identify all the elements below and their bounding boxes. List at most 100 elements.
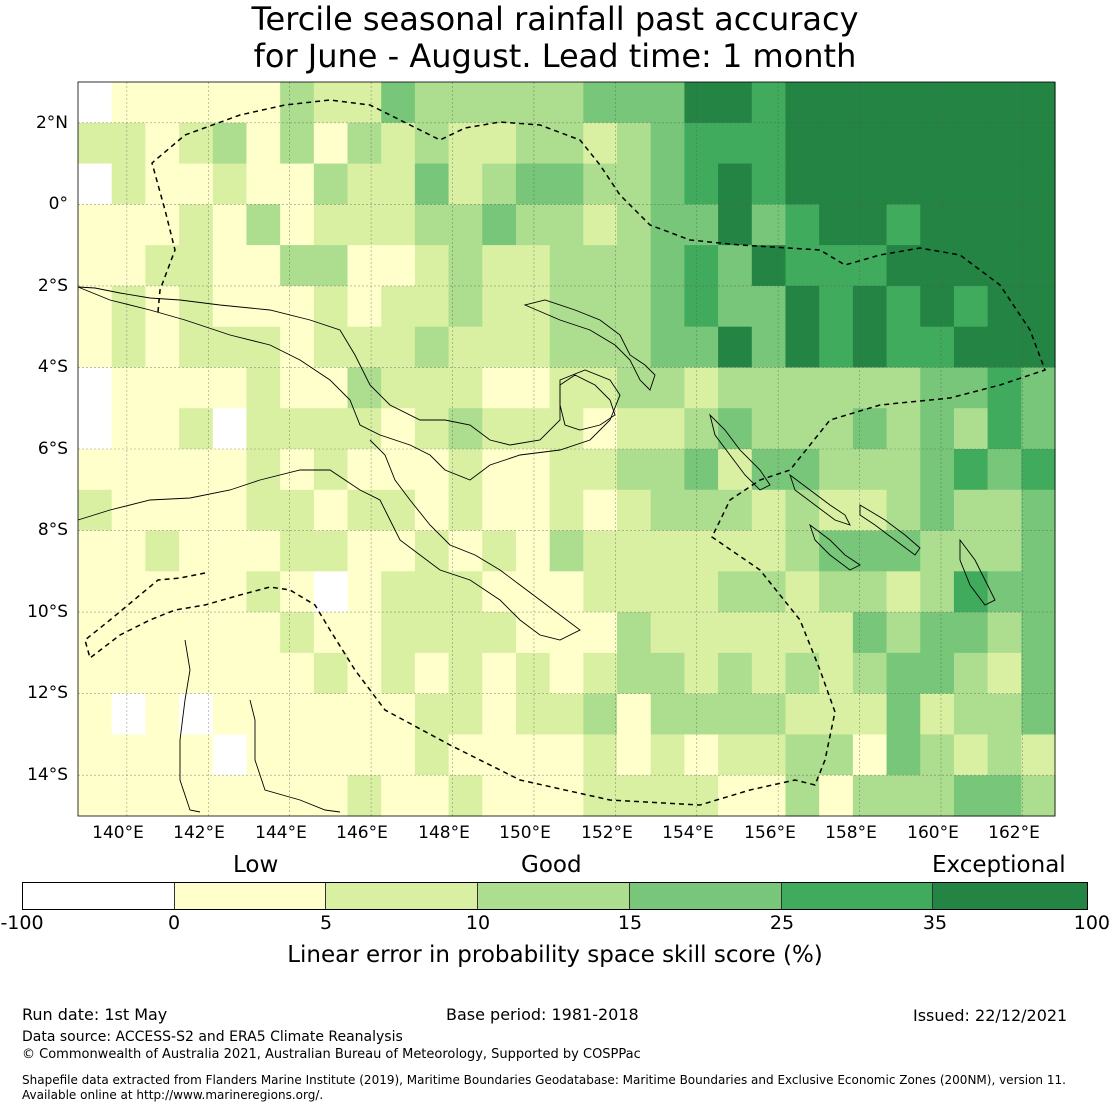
grid-cell — [953, 571, 989, 613]
grid-cell — [347, 693, 382, 736]
grid-cell — [583, 530, 618, 572]
grid-cell — [246, 693, 281, 736]
grid-cell — [785, 245, 820, 287]
grid-cell — [347, 245, 382, 287]
grid-cell — [718, 367, 753, 409]
grid-cell — [280, 285, 315, 328]
grid-cell — [549, 285, 584, 328]
grid-cell — [246, 245, 281, 287]
grid-cell — [179, 775, 214, 817]
grid-cell — [280, 367, 315, 409]
grid-cell — [785, 571, 820, 613]
grid-cell — [953, 82, 989, 124]
grid-cell — [78, 204, 113, 246]
grid-cell — [987, 693, 1022, 736]
grid-cell — [145, 163, 180, 205]
grid-cell — [78, 775, 113, 817]
grid-cell — [381, 326, 416, 369]
grid-cell — [515, 489, 551, 532]
grid-cell — [650, 285, 686, 328]
grid-cell — [785, 408, 820, 450]
grid-cell — [280, 326, 315, 369]
colorbar-tick-0: 0 — [167, 912, 181, 934]
grid-cell — [785, 82, 820, 124]
colorbar-segment-neg100-0 — [23, 883, 175, 909]
grid-cell — [347, 652, 382, 695]
grid-cell — [212, 285, 248, 328]
grid-cell — [381, 204, 416, 246]
grid-cell — [852, 775, 888, 817]
grid-cell — [347, 734, 382, 776]
grid-cell — [212, 652, 248, 695]
grid-cell — [819, 163, 854, 205]
grid-cell — [718, 612, 753, 654]
grid-cell — [313, 571, 349, 613]
grid-cell — [886, 245, 921, 287]
grid-cell — [280, 612, 315, 654]
grid-cell — [617, 408, 652, 450]
grid-cell — [482, 204, 517, 246]
grid-cell — [78, 285, 113, 328]
grid-cell — [953, 326, 989, 369]
grid-cell — [684, 530, 719, 572]
grid-cell — [1021, 326, 1056, 369]
colorbar-label: Linear error in probability space skill … — [287, 942, 823, 968]
grid-cell — [920, 408, 955, 450]
grid-cell — [111, 163, 146, 205]
grid-cell — [381, 82, 416, 124]
grid-cell — [684, 82, 719, 124]
new-guinea-south-coastline — [77, 439, 581, 641]
grid-cell — [414, 449, 450, 491]
grid-cell — [583, 489, 618, 532]
grid-cell — [583, 775, 618, 817]
colorbar-segment-15-25 — [629, 883, 782, 909]
grid-cell — [684, 367, 719, 409]
lon-label-140e: 140°E — [92, 823, 144, 843]
grid-cell — [549, 489, 584, 532]
grid-cell — [381, 693, 416, 736]
grid-cell — [684, 652, 719, 695]
grid-cell — [953, 163, 989, 205]
grid-cell — [145, 571, 180, 613]
grid-cell — [718, 163, 753, 205]
colorbar-segment-25-35 — [781, 883, 934, 909]
grid-cell — [347, 163, 382, 205]
grid-cell — [617, 122, 652, 165]
grid-cell — [280, 693, 315, 736]
grid-cell — [886, 122, 921, 165]
grid-cell — [684, 693, 719, 736]
grid-cell — [617, 530, 652, 572]
grid-cell — [549, 122, 584, 165]
grid-cell — [111, 204, 146, 246]
grid-cell — [819, 245, 854, 287]
grid-cell — [246, 163, 281, 205]
grid-cell — [212, 734, 248, 776]
grid-cell — [111, 82, 146, 124]
grid-cell — [179, 449, 214, 491]
grid-cell — [78, 245, 113, 287]
grid-cell — [313, 122, 349, 165]
grid-cell — [549, 612, 584, 654]
grid-cell — [482, 285, 517, 328]
grid-cell — [549, 326, 584, 369]
grid-cell — [718, 571, 753, 613]
grid-cell — [549, 408, 584, 450]
lat-label-8s: 8°S — [37, 520, 68, 540]
grid-cell — [650, 571, 686, 613]
grid-cell — [953, 245, 989, 287]
grid-cell — [819, 693, 854, 736]
grid-cell — [381, 408, 416, 450]
lon-label-148e: 148°E — [418, 823, 470, 843]
grid-cell — [583, 326, 618, 369]
grid-cell — [684, 204, 719, 246]
grid-cell — [347, 326, 382, 369]
grid-cell — [347, 775, 382, 817]
grid-cell — [886, 489, 921, 532]
grid-cell — [179, 734, 214, 776]
grid-cell — [111, 408, 146, 450]
grid-cell — [987, 122, 1022, 165]
grid-cell — [920, 612, 955, 654]
grid-cell — [414, 245, 450, 287]
legend-category-good: Good — [521, 852, 582, 878]
grid-cell — [751, 408, 787, 450]
